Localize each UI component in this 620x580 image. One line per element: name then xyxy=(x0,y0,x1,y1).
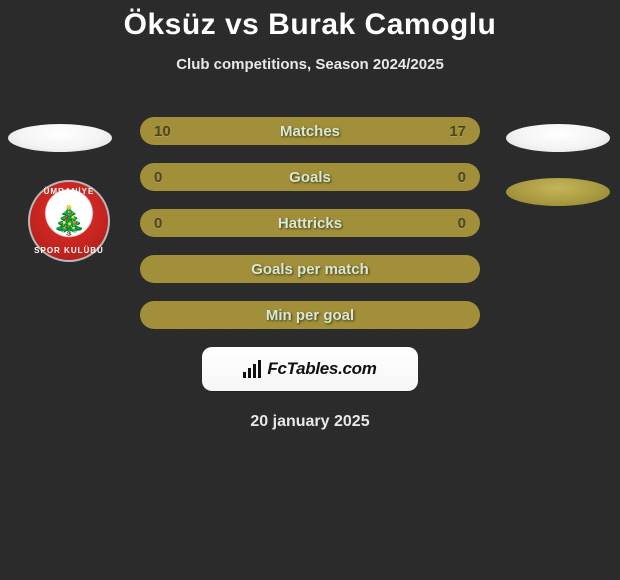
subtitle: Club competitions, Season 2024/2025 xyxy=(0,56,620,73)
stat-label: Goals per match xyxy=(140,261,480,278)
bars-icon xyxy=(243,360,261,378)
stat-row: 0Hattricks0 xyxy=(140,209,480,237)
stat-label: Goals xyxy=(140,169,480,186)
player-right-pill-2 xyxy=(506,178,610,206)
club-badge-text-top: ÜMRANİYE xyxy=(30,187,108,196)
club-badge-year: 1938 xyxy=(61,231,77,238)
stat-value-right: 0 xyxy=(442,215,466,232)
stat-value-right: 17 xyxy=(442,123,466,140)
stat-value-right: 0 xyxy=(442,169,466,186)
stat-label: Min per goal xyxy=(140,307,480,324)
stat-row: Min per goal xyxy=(140,301,480,329)
stat-row: Goals per match xyxy=(140,255,480,283)
stat-label: Matches xyxy=(140,123,480,140)
player-right-pill xyxy=(506,124,610,152)
site-name: FcTables.com xyxy=(267,359,376,379)
site-attribution: FcTables.com xyxy=(202,347,418,391)
page-title: Öksüz vs Burak Camoglu xyxy=(0,0,620,42)
stat-value-left: 0 xyxy=(154,215,178,232)
club-badge-text-bottom: SPOR KULÜBÜ xyxy=(30,246,108,255)
stat-label: Hattricks xyxy=(140,215,480,232)
club-badge-left: ÜMRANİYE 🎄 1938 SPOR KULÜBÜ xyxy=(28,180,110,262)
stat-row: 0Goals0 xyxy=(140,163,480,191)
stat-value-left: 0 xyxy=(154,169,178,186)
date-label: 20 january 2025 xyxy=(0,413,620,431)
stat-value-left: 10 xyxy=(154,123,178,140)
stat-row: 10Matches17 xyxy=(140,117,480,145)
player-left-pill xyxy=(8,124,112,152)
